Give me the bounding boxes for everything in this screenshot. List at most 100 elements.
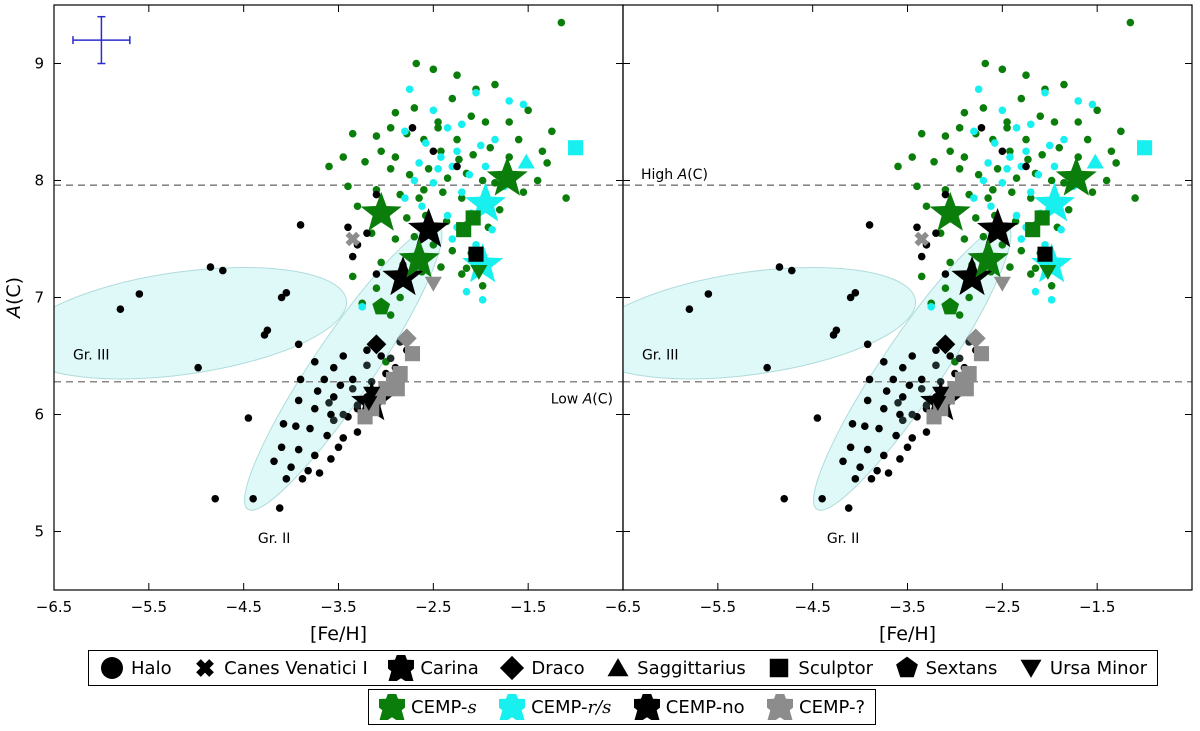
dwarf-canes-venatici-i-cemp_unknown-0-bar-b bbox=[914, 231, 929, 247]
halo-point-cemp_s-21 bbox=[386, 124, 395, 132]
dwarf-ursa-minor-cemp_unknown-25 bbox=[424, 276, 442, 292]
halo-point-cemp_rs-0 bbox=[974, 85, 983, 94]
halo-point-cemp_no-55 bbox=[275, 504, 284, 512]
dwarf-carina-cemp_s-7 bbox=[486, 156, 528, 196]
halo-point-cemp_rs-3 bbox=[1088, 100, 1097, 109]
halo-point-cemp_no-21 bbox=[908, 352, 917, 360]
dwarf-sculptor-cemp_unknown-14 bbox=[973, 346, 990, 362]
legend-star-icon-cemp-s-shape bbox=[379, 694, 405, 720]
dwarf-sculptor-cemp_rs-10 bbox=[1137, 140, 1153, 156]
halo-point-cemp_s-35 bbox=[478, 176, 487, 185]
dwarf-canes-venatici-i-cemp_unknown-0 bbox=[345, 231, 360, 247]
halo-point-cemp_no-7 bbox=[206, 263, 215, 271]
halo-point-cemp_s-42 bbox=[457, 194, 466, 202]
halo-point-cemp_no-38 bbox=[875, 424, 883, 433]
halo-point-cemp_s-30 bbox=[386, 165, 395, 173]
halo-point-cemp_no-20 bbox=[329, 363, 338, 372]
halo-point-cemp_no-31 bbox=[863, 396, 872, 405]
halo-point-cemp_s-65 bbox=[372, 284, 381, 292]
legend-label-main-cemp-s: CEMP- bbox=[411, 696, 468, 718]
dwarf-carina-cemp_s-1 bbox=[929, 191, 971, 231]
halo-point-cemp_s-44 bbox=[495, 205, 504, 214]
halo-point-cemp_no-43 bbox=[294, 445, 303, 454]
halo-point-cemp_no-41 bbox=[353, 428, 362, 436]
legend-label-cemp-s: CEMP-s bbox=[411, 697, 477, 718]
halo-point-cemp_s-8 bbox=[448, 94, 457, 103]
dwarf-carina-cemp_s-1 bbox=[360, 191, 402, 231]
halo-point-cemp_s-53 bbox=[960, 235, 969, 243]
halo-point-cemp_no-56 bbox=[763, 363, 771, 372]
legend-label-sculptor: Sculptor bbox=[798, 657, 874, 679]
dwarf-carina-cemp_rs-5 bbox=[1033, 182, 1075, 222]
halo-point-cemp_no-2 bbox=[363, 229, 371, 237]
halo-point-dark_gray-4 bbox=[955, 354, 964, 363]
halo-point-cemp_no-20 bbox=[898, 363, 907, 372]
halo-point-cemp_no-7 bbox=[775, 263, 784, 271]
dwarf-sculptor-cemp_s-11 bbox=[456, 222, 472, 238]
halo-point-cemp_rs-12 bbox=[984, 159, 992, 167]
halo-point-cemp_rs-29 bbox=[437, 153, 445, 161]
halo-point-cemp_rs-9 bbox=[1022, 147, 1030, 156]
dwarf-saggittarius-cemp_rs-9 bbox=[517, 153, 535, 169]
halo-point-cemp_no-40 bbox=[339, 434, 348, 442]
halo-point-cemp_no-52 bbox=[244, 414, 253, 422]
halo-point-cemp_s-54 bbox=[979, 232, 988, 241]
halo-point-cemp_s-56 bbox=[1017, 246, 1026, 255]
halo-point-cemp_s-15 bbox=[1112, 159, 1120, 167]
halo-point-cemp_no-5 bbox=[1022, 162, 1030, 171]
halo-point-cemp_rs-7 bbox=[1026, 120, 1035, 129]
halo-point-dark_gray-4 bbox=[386, 354, 395, 363]
halo-point-cemp_rs-20 bbox=[418, 202, 426, 211]
halo-point-dark_gray-6 bbox=[894, 399, 902, 407]
legend-label-canes-venatici-i: Canes Venatici I bbox=[224, 657, 368, 679]
halo-point-cemp_s-20 bbox=[372, 132, 381, 140]
legend-entry-saggittarius: Saggittarius bbox=[605, 655, 746, 681]
halo-point-cemp_rs-19 bbox=[1026, 188, 1035, 196]
legend-star-icon-cemp-rs-shape bbox=[499, 694, 526, 720]
halo-point-cemp_s-12 bbox=[1074, 118, 1082, 126]
halo-point-cemp_no-57 bbox=[334, 443, 343, 452]
xtick-label-left-1: −5.5 bbox=[131, 598, 167, 616]
xtick-label-right-2: −4.5 bbox=[794, 598, 830, 616]
xtick-label-right-3: −3.5 bbox=[889, 598, 925, 616]
halo-point-cemp_no-49 bbox=[851, 475, 860, 483]
hline-label-low-main: Low bbox=[551, 392, 583, 408]
halo-point-cemp_no-61 bbox=[313, 387, 322, 395]
halo-point-cemp_no-43 bbox=[863, 445, 872, 454]
halo-point-cemp_s-6 bbox=[391, 108, 400, 117]
dwarf-ursa-minor-cemp_unknown-25 bbox=[993, 276, 1011, 292]
halo-point-cemp_no-27 bbox=[905, 381, 914, 390]
xtick-label-left-4: −2.5 bbox=[415, 598, 451, 616]
halo-point-cemp_no-33 bbox=[327, 410, 335, 419]
legend-label-main-cemp-rs: CEMP- bbox=[531, 696, 588, 718]
halo-point-cemp_no-37 bbox=[292, 422, 300, 431]
dwarf-carina-cemp_s-4 bbox=[967, 238, 1009, 278]
halo-point-cemp_no-50 bbox=[298, 475, 307, 483]
hline-label-high: High A(C) bbox=[641, 167, 708, 183]
y-axis-label: A(C) bbox=[3, 277, 25, 320]
halo-point-cemp_s-61 bbox=[437, 263, 445, 271]
halo-point-cemp_s-65 bbox=[941, 284, 950, 292]
halo-point-cemp_s-18 bbox=[1088, 188, 1097, 196]
halo-point-cemp_no-3 bbox=[408, 124, 417, 132]
dwarf-carina-cemp_no-3 bbox=[951, 256, 993, 296]
halo-point-cemp_s-13 bbox=[514, 135, 523, 144]
halo-point-cemp_rs-8 bbox=[421, 139, 430, 147]
legend-star-icon-shape bbox=[388, 655, 415, 681]
halo-point-cemp_no-5 bbox=[453, 162, 461, 171]
hline-label-high-italic: A bbox=[677, 167, 688, 183]
halo-point-cemp_rs-16 bbox=[1050, 162, 1059, 171]
legend-label-cemp-no: CEMP-no bbox=[666, 697, 745, 718]
halo-point-cemp_rs-25 bbox=[1017, 235, 1026, 243]
halo-point-cemp_rs-8 bbox=[990, 139, 999, 147]
ytick-label-2: 7 bbox=[34, 289, 44, 307]
halo-point-cemp_no-31 bbox=[294, 396, 303, 405]
halo-point-cemp_no-19 bbox=[310, 358, 319, 366]
halo-point-cemp_s-15 bbox=[543, 159, 551, 167]
halo-point-cemp_no-6 bbox=[941, 190, 950, 199]
halo-point-cemp_no-2 bbox=[932, 229, 940, 237]
halo-point-cemp_no-10 bbox=[917, 252, 926, 261]
plot-area-right bbox=[623, 18, 1192, 512]
halo-point-cemp_no-47 bbox=[856, 463, 864, 471]
halo-point-cemp_no-13 bbox=[851, 289, 860, 297]
